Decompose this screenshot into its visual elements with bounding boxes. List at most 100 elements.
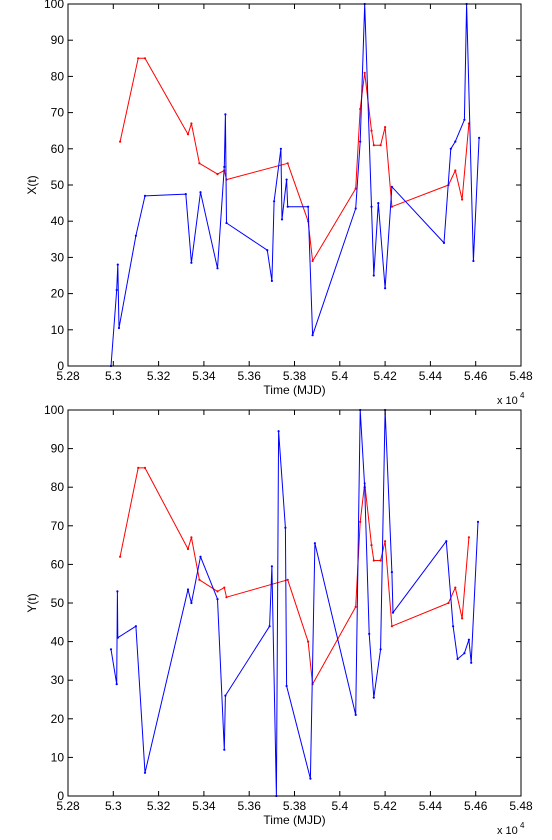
- chart-1-series-2-point: [225, 221, 228, 225]
- chart-2-x-tick-label: 5.44: [419, 799, 443, 813]
- chart-1-series-1-point: [461, 198, 464, 201]
- chart-1-series-1-point: [363, 71, 366, 74]
- chart-1-series-2-point: [116, 263, 119, 266]
- chart-1-y-tick-label: 80: [51, 69, 65, 83]
- chart-2-x-tick-label: 5.3: [105, 799, 122, 813]
- chart-2-y-tick-label: 10: [51, 750, 65, 764]
- chart-1-series-2-point: [307, 205, 310, 208]
- chart-2-series-2-point: [116, 636, 119, 639]
- chart-2-y-tick-label: 40: [51, 635, 65, 649]
- chart-2-y-tick-label: 60: [51, 557, 65, 571]
- chart-2-series-1-point: [461, 617, 464, 620]
- chart-1-series-1-line: [119, 57, 470, 262]
- chart-1-series-2-point: [115, 288, 118, 292]
- chart-1-series-2-point: [273, 200, 276, 203]
- chart-1-series-1-point: [119, 140, 122, 143]
- chart-1-series-2-point: [279, 147, 282, 150]
- chart-1-series-2-point: [199, 191, 202, 194]
- chart-2-series-2-line: [110, 409, 479, 797]
- chart-2-series-1-point: [359, 520, 362, 524]
- chart-2-series-1: [119, 466, 470, 686]
- chart-1-series-1-point: [190, 122, 193, 125]
- chart-1-x-tick-label: 5.34: [192, 369, 216, 383]
- chart-1-series-1-point: [186, 133, 190, 136]
- chart-2-x-tick-label: 5.46: [464, 799, 488, 813]
- chart-2-series-2-point: [368, 632, 371, 636]
- chart-1-series-2-point: [190, 261, 193, 264]
- chart-1-series-1-point: [137, 57, 140, 60]
- chart-1-x-tick-label: 5.28: [56, 369, 80, 383]
- chart-2-series-2-point: [363, 486, 366, 489]
- chart-1-series-1-point: [384, 126, 387, 129]
- chart-1-x-axis-title: Time (MJD): [263, 383, 325, 397]
- chart-2-series-1-point: [216, 590, 219, 593]
- chart-2-y-tick-label: 50: [51, 596, 65, 610]
- chart-2-series-2-point: [268, 625, 271, 628]
- chart-2-series-1-point: [467, 536, 470, 539]
- chart-2-y-tick-label: 70: [51, 519, 65, 533]
- chart-2-series-1-point: [379, 559, 382, 562]
- chart-1-plot-area: [68, 4, 521, 366]
- chart-1-series-1-point: [370, 129, 373, 132]
- chart-2-series-2-point: [270, 565, 273, 568]
- chart-1-x-tick-label: 5.44: [419, 369, 443, 383]
- chart-1-series-2-point: [384, 287, 387, 290]
- chart-2-x-tick-label: 5.48: [509, 799, 533, 813]
- chart-2-series-2-point: [391, 611, 395, 614]
- chart-2-y-tick-label: 0: [57, 789, 64, 803]
- chart-1-series-2-point: [223, 165, 226, 168]
- chart-2-series-1-point: [372, 559, 375, 562]
- chart-1-y-tick-label: 70: [51, 106, 65, 120]
- chart-1-series-2-point: [449, 147, 452, 150]
- chart-1-x-tick-label: 5.4: [331, 369, 348, 383]
- chart-1-series-2-point: [454, 140, 457, 143]
- chart-2-series-2-point: [284, 526, 287, 529]
- chart-1-y-tick-label: 30: [51, 250, 65, 264]
- chart-2-y-tick-label: 20: [51, 712, 65, 726]
- chart-2-series-1-point: [286, 578, 289, 581]
- chart-1-series-2-point: [311, 334, 314, 337]
- chart-2-panel: 5.28 5.3 5.32 5.34 5.36 5.38 5.4 5.42 5.44 5.46 5.…: [25, 403, 533, 837]
- chart-2-series-2-point: [224, 694, 227, 697]
- chart-1-series-2-point: [280, 218, 284, 221]
- chart-1-series-2-point: [478, 136, 481, 139]
- chart-1-x-tick-label: 5.42: [373, 369, 397, 383]
- chart-2-series-2-point: [445, 540, 448, 543]
- chart-1-y-axis-title: X(t): [25, 175, 39, 194]
- chart-2-series-1-point: [384, 540, 387, 543]
- chart-2-series-1-point: [370, 544, 373, 547]
- chart-2-series-2-point: [309, 777, 312, 780]
- chart-1-x-tick-label: 5.46: [464, 369, 488, 383]
- chart-2-series-1-line: [119, 467, 470, 685]
- chart-2-series-1-point: [119, 555, 122, 558]
- chart-2-series-2-point: [476, 520, 480, 524]
- chart-2-series-1-point: [225, 596, 228, 599]
- chart-2-x-tick-label: 5.28: [56, 799, 80, 813]
- chart-2-series-1-point: [198, 578, 201, 581]
- chart-2-series-2-point: [285, 684, 288, 688]
- chart-1-series-2-point: [270, 279, 273, 282]
- chart-2-series-2-point: [223, 748, 226, 751]
- chart-1-series-2-point: [463, 118, 466, 121]
- chart-1-series-1-point: [454, 169, 457, 172]
- chart-1-series-2-point: [472, 259, 475, 263]
- chart-2-x-tick-label: 5.42: [373, 799, 397, 813]
- chart-2-series-2-point: [143, 771, 147, 774]
- chart-2-series-2-point: [390, 571, 393, 574]
- chart-1-y-tick-label: 100: [44, 0, 64, 11]
- chart-2-series-2-point: [463, 652, 466, 655]
- chart-1-y-tick-label: 40: [51, 214, 65, 228]
- chart-1-x-tick-label: 5.3: [105, 369, 122, 383]
- chart-2-y-tick-label: 80: [51, 480, 65, 494]
- chart-2-x-tick-label: 5.32: [147, 799, 171, 813]
- chart-1-series-2-point: [359, 140, 362, 143]
- chart-1-series-2-point: [377, 202, 380, 205]
- chart-2-series-2-point: [190, 601, 193, 605]
- chart-1-series-1-point: [379, 144, 382, 147]
- chart-1-series-2-point: [390, 185, 393, 188]
- chart-1-series-2-point: [354, 207, 357, 210]
- chart-1-x-tick-label: 5.48: [509, 369, 533, 383]
- chart-2-y-tick-label: 100: [44, 403, 64, 417]
- chart-2-x-tick-label: 5.38: [283, 799, 307, 813]
